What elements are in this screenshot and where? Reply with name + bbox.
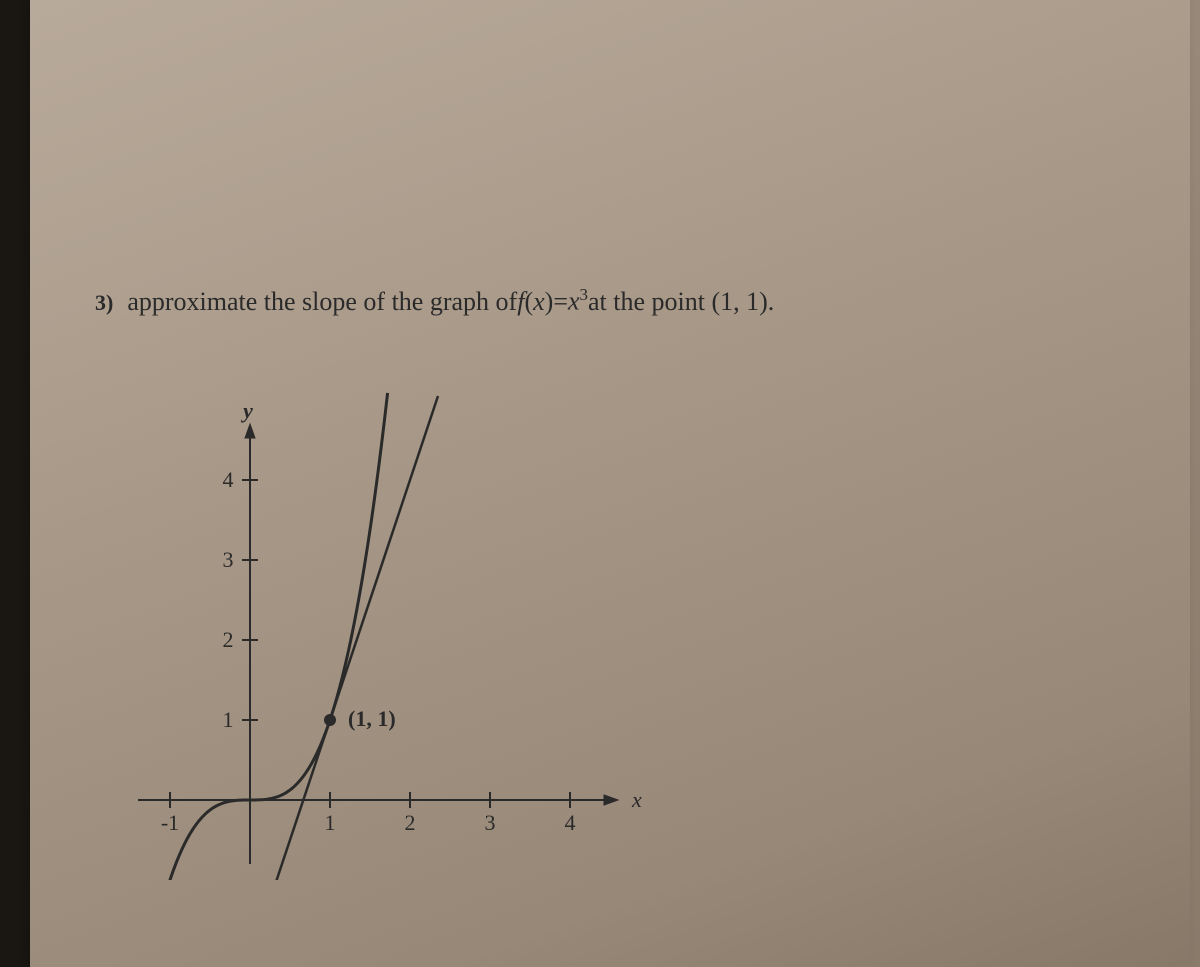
x-axis-arrow bbox=[604, 795, 618, 805]
rhs-base: x bbox=[568, 287, 580, 316]
q-text-before: approximate the slope of the graph of bbox=[127, 287, 517, 317]
x-tick-label: -1 bbox=[161, 810, 179, 835]
marked-point-label: (1, 1) bbox=[348, 706, 396, 731]
q-rhs: x3 bbox=[568, 285, 588, 317]
question-number: 3) bbox=[95, 290, 113, 316]
y-axis-label: y bbox=[240, 398, 253, 423]
q-text-after: at the point (1, 1). bbox=[588, 287, 774, 317]
x-tick-label: 3 bbox=[485, 810, 496, 835]
graph-container: -1 1 2 3 4 1 2 3 4 x y (1, 1) bbox=[130, 360, 650, 880]
x-tick-label: 2 bbox=[405, 810, 416, 835]
worksheet-paper: 3) approximate the slope of the graph of… bbox=[30, 0, 1190, 967]
paren-open: ( bbox=[524, 287, 533, 316]
q-equals: = bbox=[553, 287, 568, 317]
paren-close: ) bbox=[545, 287, 554, 316]
y-tick-label: 1 bbox=[223, 707, 234, 732]
marked-point bbox=[324, 714, 336, 726]
graph-svg: -1 1 2 3 4 1 2 3 4 x y (1, 1) bbox=[130, 360, 650, 880]
y-tick-label: 2 bbox=[223, 627, 234, 652]
y-tick-label: 4 bbox=[223, 467, 234, 492]
x-axis-label: x bbox=[631, 787, 642, 812]
x-tick-label: 1 bbox=[325, 810, 336, 835]
question-3: 3) approximate the slope of the graph of… bbox=[95, 285, 1110, 317]
q-func: f(x) bbox=[517, 287, 553, 317]
question-text: approximate the slope of the graph of f(… bbox=[127, 285, 774, 317]
curve-x-cubed bbox=[162, 393, 388, 880]
tangent-line bbox=[226, 396, 438, 880]
page-left-shadow bbox=[0, 0, 30, 967]
func-arg: x bbox=[533, 287, 545, 316]
rhs-exp: 3 bbox=[580, 285, 588, 304]
x-tick-label: 4 bbox=[565, 810, 576, 835]
y-tick-label: 3 bbox=[223, 547, 234, 572]
y-axis-arrow bbox=[245, 424, 255, 438]
